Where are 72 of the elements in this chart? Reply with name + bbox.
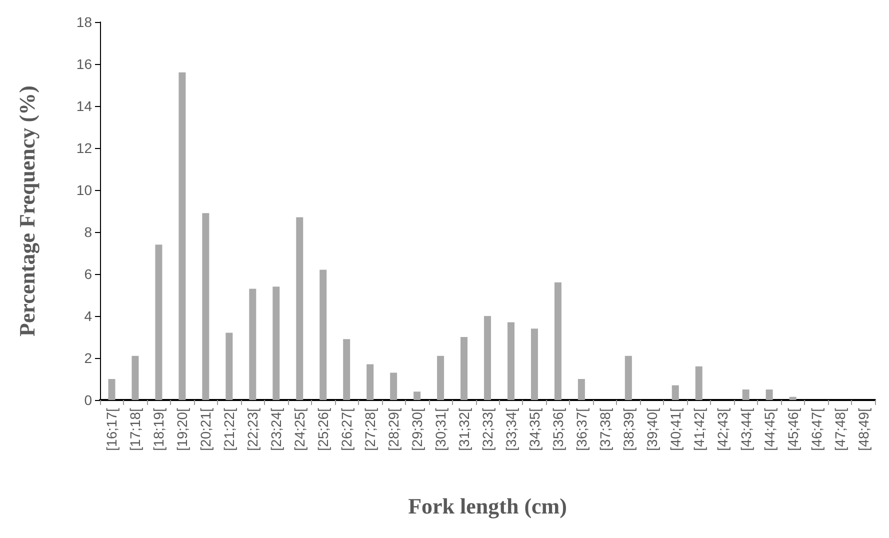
x-tick-label: [34;35[ [526, 408, 542, 451]
bar [695, 366, 702, 400]
x-tick-label: [35;36[ [550, 408, 566, 451]
bar [414, 392, 421, 400]
bar [155, 244, 162, 400]
y-tick-label: 16 [76, 56, 92, 72]
x-tick-label: [29;30[ [409, 408, 426, 451]
x-tick-label: [22;23[ [244, 408, 261, 451]
bar [226, 332, 233, 400]
bar [437, 356, 444, 400]
x-tick-label: [31;32[ [456, 408, 472, 451]
x-tick-label: [16;17[ [104, 408, 120, 451]
x-tick-label: [42;43[ [714, 408, 730, 451]
y-tick-label: 2 [84, 350, 92, 366]
x-tick-label: [46;47[ [808, 408, 824, 451]
bar [320, 270, 327, 400]
bar [343, 339, 350, 400]
bar [624, 356, 632, 400]
bar [272, 286, 280, 400]
y-tick-label: 10 [76, 182, 92, 198]
x-tick-label: [28;29[ [386, 408, 402, 451]
y-axis-title: Percentage Frequency (%) [14, 86, 40, 336]
bar [249, 288, 256, 400]
x-axis-title: Fork length (cm) [408, 494, 567, 518]
bar [507, 322, 514, 400]
bar [554, 282, 562, 400]
bar [366, 364, 374, 400]
x-tick-label: [21;22[ [221, 408, 238, 451]
x-tick-label: [17;18[ [127, 408, 144, 451]
x-tick-label: [37;38[ [596, 408, 613, 451]
bar [178, 72, 186, 400]
y-tick-label: 8 [84, 224, 92, 240]
x-tick-label: [20;21[ [198, 408, 214, 451]
x-tick-label: [36;37[ [573, 408, 590, 451]
x-tick-label: [45;46[ [784, 408, 801, 451]
x-tick-label: [32;33[ [480, 408, 496, 451]
y-tick-label: 4 [84, 308, 92, 324]
bar [578, 379, 585, 400]
x-tick-label: [47;48[ [832, 408, 848, 451]
y-tick-label: 14 [76, 98, 92, 114]
x-tick-label: [23;24[ [268, 408, 284, 451]
bar [132, 356, 139, 400]
x-tick-label: [48;49[ [855, 408, 872, 451]
bar [296, 217, 304, 400]
bar [484, 316, 491, 400]
x-tick-label: [43;44[ [738, 408, 754, 451]
bar [789, 396, 796, 400]
bar [108, 379, 116, 400]
x-tick-label: [18;19[ [150, 408, 167, 451]
x-tick-label: [25;26[ [315, 408, 332, 451]
y-tick-label: 6 [84, 266, 92, 282]
bar [390, 372, 398, 400]
x-tick-label: [41;42[ [690, 408, 707, 451]
x-tick-label: [39;40[ [644, 408, 660, 451]
x-tick-label: [38;39[ [620, 408, 636, 451]
x-tick-label: [44;45[ [761, 408, 778, 451]
x-tick-label: [26;27[ [338, 408, 355, 451]
y-tick-label: 0 [84, 392, 92, 408]
bar [530, 328, 538, 400]
x-tick-label: [19;20[ [174, 408, 190, 451]
bar [460, 337, 468, 400]
y-tick-label: 18 [76, 14, 92, 30]
bar [672, 385, 679, 400]
y-tick-label: 12 [76, 140, 92, 156]
x-tick-label: [30;31[ [432, 408, 449, 451]
x-tick-label: [24;25[ [292, 408, 308, 451]
bar [742, 390, 750, 400]
bar [202, 213, 210, 400]
bar [766, 390, 773, 400]
x-tick-label: [27;28[ [362, 408, 378, 451]
x-tick-label: [40;41[ [667, 408, 684, 451]
x-tick-label: [33;34[ [502, 408, 519, 451]
